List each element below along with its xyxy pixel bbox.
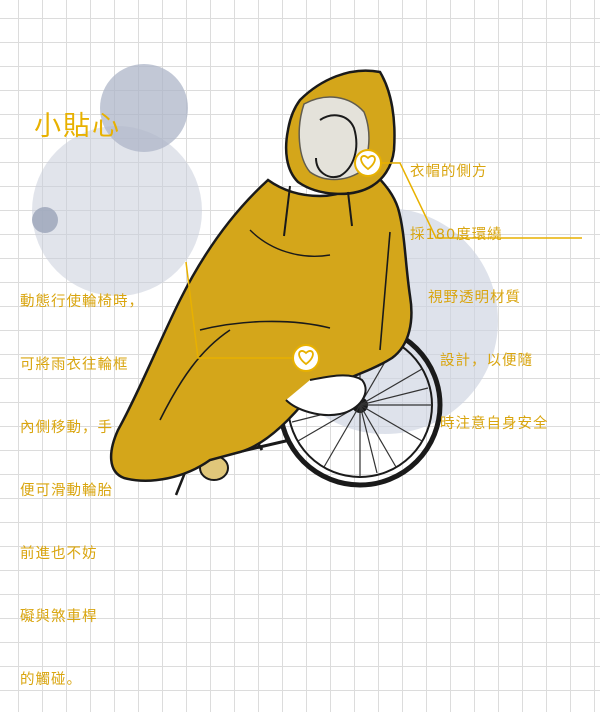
raincoat [110, 69, 413, 482]
hood-tip-line: 視野透明材質 [428, 290, 521, 306]
wheel-tip-line: 的觸碰。 [20, 672, 82, 688]
wheel-tip-line: 便可滑動輪胎 [20, 483, 113, 499]
callout-hood [368, 162, 582, 239]
wheel-tip-line: 可將雨衣往輪框 [20, 357, 129, 373]
hood-tip-line: 設計，以便隨 [440, 353, 533, 369]
wheel-tip-line: 礙與煞車桿 [20, 609, 98, 625]
hood-tip-line: 衣帽的側方 [410, 164, 488, 180]
callout-wheel [185, 261, 306, 359]
page-title: 小貼心 [34, 111, 121, 142]
heart-icon [292, 344, 320, 372]
heart-icon [354, 149, 382, 177]
wheel-tip-line: 動態行使輪椅時， [20, 294, 144, 310]
hood-tip-text: 衣帽的側方 採180度環繞 視野透明材質 設計，以便隨 時注意自身安全 [410, 120, 549, 456]
wheel-tip-line: 前進也不妨 [20, 546, 98, 562]
decorative-bubble-medium [100, 64, 188, 152]
hood-tip-line: 採180度環繞 [410, 227, 503, 243]
wheelchair-raincoat-illustration [110, 69, 582, 496]
wheel-tip-text: 動態行使輪椅時， 可將雨衣往輪框 內側移動，手 便可滑動輪胎 前進也不妨 礙與煞… [20, 250, 144, 712]
decorative-bubble-small [32, 207, 58, 233]
hood-tip-line: 時注意自身安全 [440, 416, 549, 432]
decorative-bubble-large [32, 126, 202, 296]
wheel-tip-line: 內側移動，手 [20, 420, 113, 436]
